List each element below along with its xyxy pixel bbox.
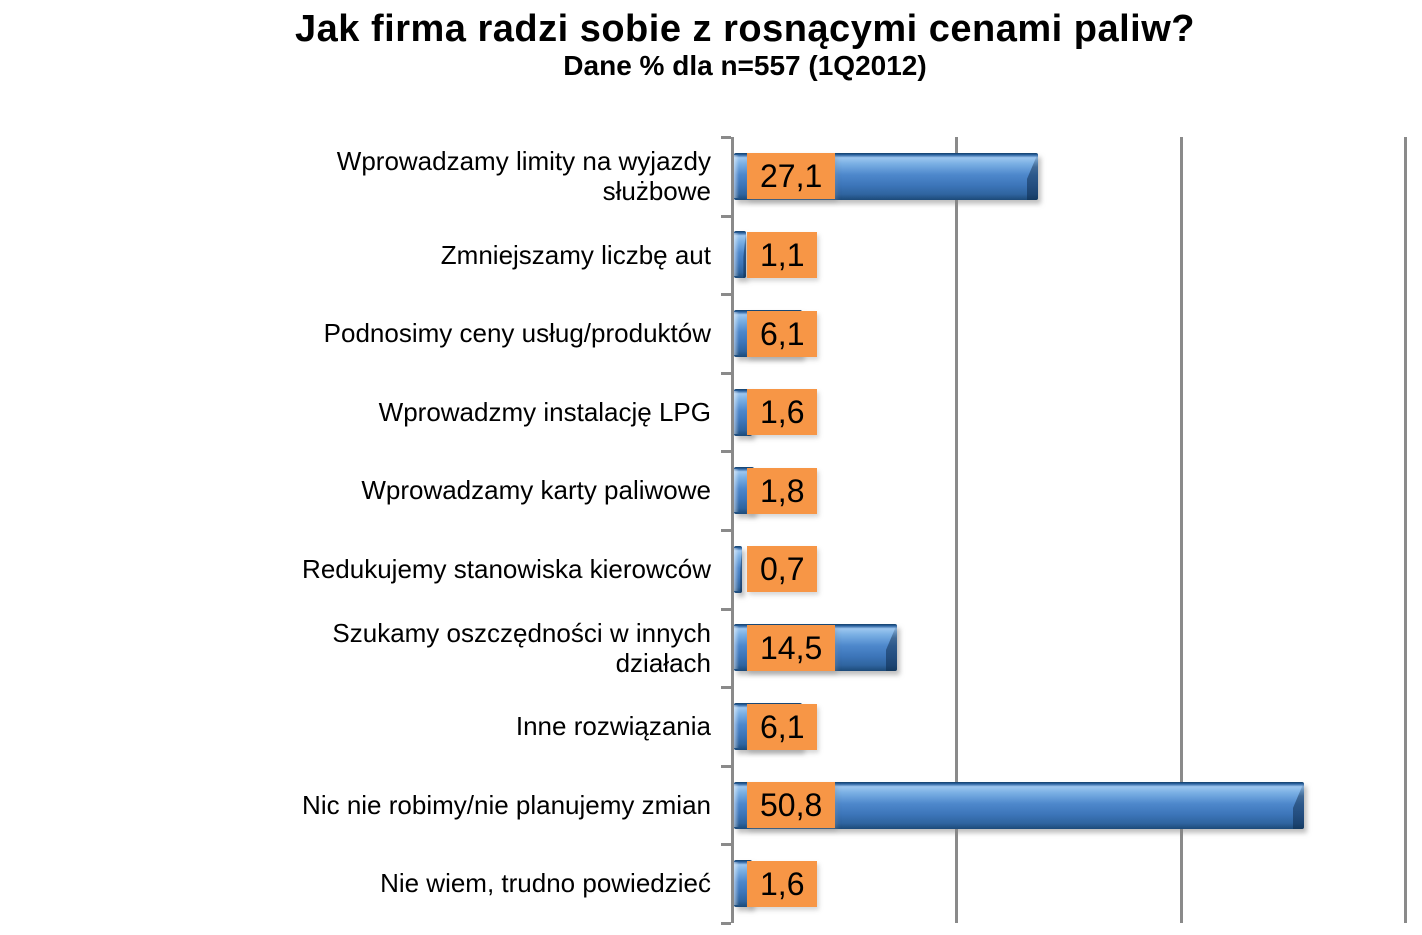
value-label: 0,7 [747, 546, 818, 592]
category-label: Nic nie robimy/nie planujemy zmian [302, 789, 711, 820]
axis-tick [721, 450, 731, 453]
value-label: 27,1 [747, 153, 836, 199]
category-label: Zmniejszamy liczbę aut [440, 239, 711, 270]
category-label: Wprowadzmy instalację LPG [378, 396, 711, 427]
axis-tick [721, 686, 731, 689]
axis-tick [721, 372, 731, 375]
value-label: 1,1 [747, 232, 818, 278]
chart-subtitle: Dane % dla n=557 (1Q2012) [563, 50, 927, 81]
chart-title: Jak firma radzi sobie z rosnącymi cenami… [295, 8, 1195, 50]
gridline-20 [955, 137, 958, 923]
gridline-60 [1404, 137, 1407, 923]
value-label: 50,8 [747, 782, 836, 828]
value-label: 1,6 [747, 389, 818, 435]
bar-2 [734, 231, 746, 278]
axis-tick [721, 608, 731, 611]
axis-tick [721, 136, 731, 139]
gridline-40 [1180, 137, 1183, 923]
axis-tick [721, 843, 731, 846]
category-label: Inne rozwiązania [515, 710, 711, 741]
axis-tick [721, 293, 731, 296]
category-label: Wprowadzamy karty paliwowe [361, 474, 711, 505]
axis-tick [721, 215, 731, 218]
category-label: Nie wiem, trudno powiedzieć [380, 867, 711, 898]
axis-tick [721, 765, 731, 768]
category-label: Wprowadzamy limity na wyjazdy służbowe [336, 146, 711, 206]
value-label: 14,5 [747, 625, 836, 671]
axis-tick [721, 922, 731, 925]
category-label: Redukujemy stanowiska kierowców [302, 553, 711, 584]
category-axis-labels: Wprowadzamy limity na wyjazdy służbowe Zm… [0, 137, 711, 923]
bar-6 [734, 546, 742, 593]
plot-area: 27,1 1,1 6,1 1,6 1,8 0,7 14,5 6,1 50,8 1,6 [721, 136, 1407, 925]
value-label: 1,8 [747, 468, 818, 514]
value-label: 6,1 [747, 704, 818, 750]
category-label: Podnosimy ceny usług/produktów [323, 317, 711, 348]
category-label: Szukamy oszczędności w innych działach [332, 618, 711, 678]
axis-tick [721, 529, 731, 532]
value-label: 6,1 [747, 311, 818, 357]
value-label: 1,6 [747, 861, 818, 907]
